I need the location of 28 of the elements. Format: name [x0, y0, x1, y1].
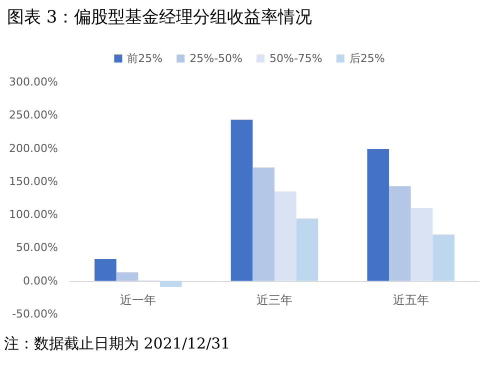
- bar: [94, 258, 116, 281]
- y-tick-label: 250.00%: [9, 108, 58, 122]
- legend-label: 前25%: [127, 52, 163, 65]
- chart-title: 图表 3：偏股型基金经理分组收益率情况: [7, 8, 312, 28]
- text: 注：数据截止日期为 2021/12/31: [4, 334, 230, 352]
- bar: [230, 120, 253, 281]
- y-tick-label: 0.00%: [23, 274, 58, 288]
- y-tick-label: 200.00%: [9, 142, 58, 155]
- x-tick-label: 近五年: [392, 293, 429, 307]
- y-tick-label: 100.00%: [9, 208, 58, 222]
- x-tick-label: 近一年: [120, 293, 156, 307]
- bar: [367, 148, 390, 281]
- bar: [432, 234, 454, 281]
- bar: [296, 218, 318, 281]
- bar: [160, 280, 182, 287]
- y-tick-label: 150.00%: [9, 174, 58, 188]
- bar: [252, 168, 274, 281]
- bar: [389, 186, 411, 281]
- y-tick-label: 50.00%: [16, 241, 58, 254]
- bar: [410, 208, 433, 281]
- bar: [116, 272, 138, 281]
- legend-label: 50%-75%: [270, 52, 322, 65]
- y-tick-label: 300.00%: [9, 76, 58, 88]
- legend-label: 25%-50%: [190, 52, 243, 65]
- bar: [274, 191, 296, 281]
- legend-label: 后25%: [349, 52, 385, 65]
- x-tick-label: 近三年: [256, 293, 292, 307]
- y-tick-label: -50.00%: [12, 308, 58, 320]
